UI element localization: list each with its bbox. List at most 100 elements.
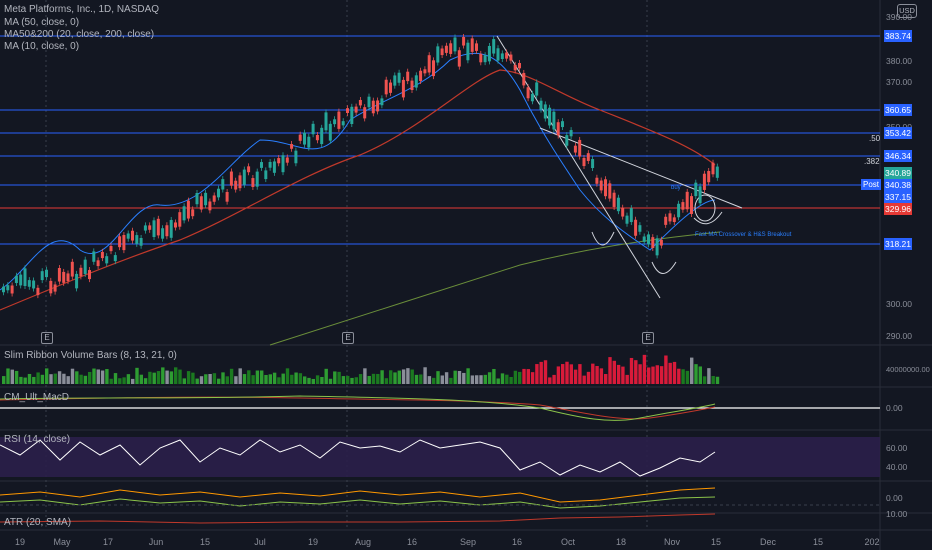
ma10-legend[interactable]: MA (10, close, 0)	[4, 41, 80, 52]
volume-axis: 40000000.00	[886, 365, 930, 374]
candle	[436, 46, 440, 63]
rsi-axis-60: 60.00	[886, 443, 908, 453]
candle	[522, 72, 526, 86]
volume-bar	[260, 370, 264, 384]
volume-bar	[664, 355, 668, 384]
candle	[66, 273, 70, 282]
candle	[6, 285, 10, 291]
volume-bar	[135, 367, 139, 384]
earnings-marker-1[interactable]: E	[41, 332, 53, 344]
candle	[96, 260, 100, 267]
volume-bar	[518, 371, 522, 384]
volume-bar	[573, 369, 578, 384]
candle	[616, 197, 620, 212]
volume-bar	[234, 376, 238, 384]
rsi-pane-label[interactable]: RSI (14, close)	[4, 434, 71, 445]
currency-badge[interactable]: USD	[897, 4, 917, 18]
tag-329: 329.96	[884, 203, 912, 215]
volume-bar	[23, 377, 27, 384]
candle	[182, 206, 186, 221]
rsi-axis-40: 40.00	[886, 462, 908, 472]
candle	[285, 157, 289, 163]
candle	[552, 111, 556, 130]
candle	[247, 166, 251, 173]
candle	[217, 188, 220, 198]
volume-bar	[466, 368, 470, 384]
earnings-marker-2[interactable]: E	[342, 332, 354, 344]
ma50-line	[0, 69, 716, 311]
tag-340-89: 340.89	[884, 167, 912, 179]
atr-axis: 10.00	[886, 509, 908, 519]
ma50-200-legend[interactable]: MA50&200 (20, close, 200, close)	[4, 29, 155, 40]
volume-bar	[492, 368, 496, 384]
volume-bar	[707, 368, 711, 384]
volume-bar	[32, 376, 36, 384]
candle	[221, 179, 225, 190]
symbol-title[interactable]: Meta Platforms, Inc., 1D, NASDAQ	[4, 4, 160, 15]
volume-bar	[251, 375, 255, 384]
volume-bar	[212, 373, 217, 384]
volume-bar	[105, 369, 109, 384]
volume-bar	[561, 364, 565, 384]
volume-bar	[195, 378, 199, 384]
candle	[647, 234, 650, 245]
candle	[530, 93, 534, 102]
time-axis-label: 16	[406, 537, 418, 547]
cm-pane-label[interactable]: CM_Ult_MacD	[4, 392, 70, 403]
axis-290: 290.00	[886, 331, 912, 341]
rsi-line	[0, 439, 716, 477]
candle	[2, 286, 5, 293]
candle	[664, 216, 668, 225]
candle	[53, 284, 57, 292]
atr-pane-label[interactable]: ATR (20, SMA)	[4, 517, 72, 528]
volume-bar	[83, 375, 88, 384]
volume-bar	[389, 370, 393, 384]
volume-bar	[487, 372, 492, 384]
candle	[432, 60, 435, 77]
candle	[113, 255, 117, 262]
candle	[672, 217, 676, 223]
candle	[83, 259, 87, 274]
cm-green-line	[0, 395, 716, 421]
candle	[354, 106, 358, 113]
candle	[526, 87, 530, 99]
candle	[350, 106, 354, 125]
candle	[651, 237, 655, 249]
earnings-marker-3[interactable]: E	[642, 332, 654, 344]
volume-pane-label[interactable]: Slim Ribbon Volume Bars (8, 13, 21, 0)	[4, 350, 177, 361]
candle	[92, 251, 96, 262]
candle	[337, 111, 341, 129]
candle	[483, 55, 487, 63]
volume-bar	[414, 374, 419, 384]
time-axis-label: 15	[199, 537, 211, 547]
candle	[634, 219, 638, 236]
volume-bar	[139, 374, 143, 384]
trendline-neckline	[539, 127, 743, 209]
volume-bars-group	[2, 354, 720, 384]
volume-bar	[694, 364, 698, 384]
candle	[414, 75, 418, 88]
candle	[444, 45, 448, 53]
volume-bar	[268, 374, 272, 384]
candle	[509, 54, 513, 61]
candle	[156, 218, 160, 236]
volume-bar	[651, 366, 655, 384]
volume-bar	[483, 374, 487, 384]
volume-bar	[62, 373, 66, 384]
volume-bar	[113, 373, 118, 384]
candle	[148, 225, 152, 230]
volume-bar	[591, 363, 595, 384]
time-axis-label: May	[53, 537, 71, 547]
volume-bar	[238, 368, 242, 384]
volume-bar	[647, 367, 651, 384]
volume-bar	[2, 376, 6, 384]
time-axis-label: 19	[307, 537, 319, 547]
volume-bar	[629, 357, 634, 384]
volume-bar	[225, 376, 229, 384]
volume-bar	[358, 374, 363, 384]
ma50-legend[interactable]: MA (50, close, 0)	[4, 17, 80, 28]
fib-382: .382	[864, 157, 880, 166]
candle	[45, 269, 48, 278]
candle	[161, 228, 165, 239]
